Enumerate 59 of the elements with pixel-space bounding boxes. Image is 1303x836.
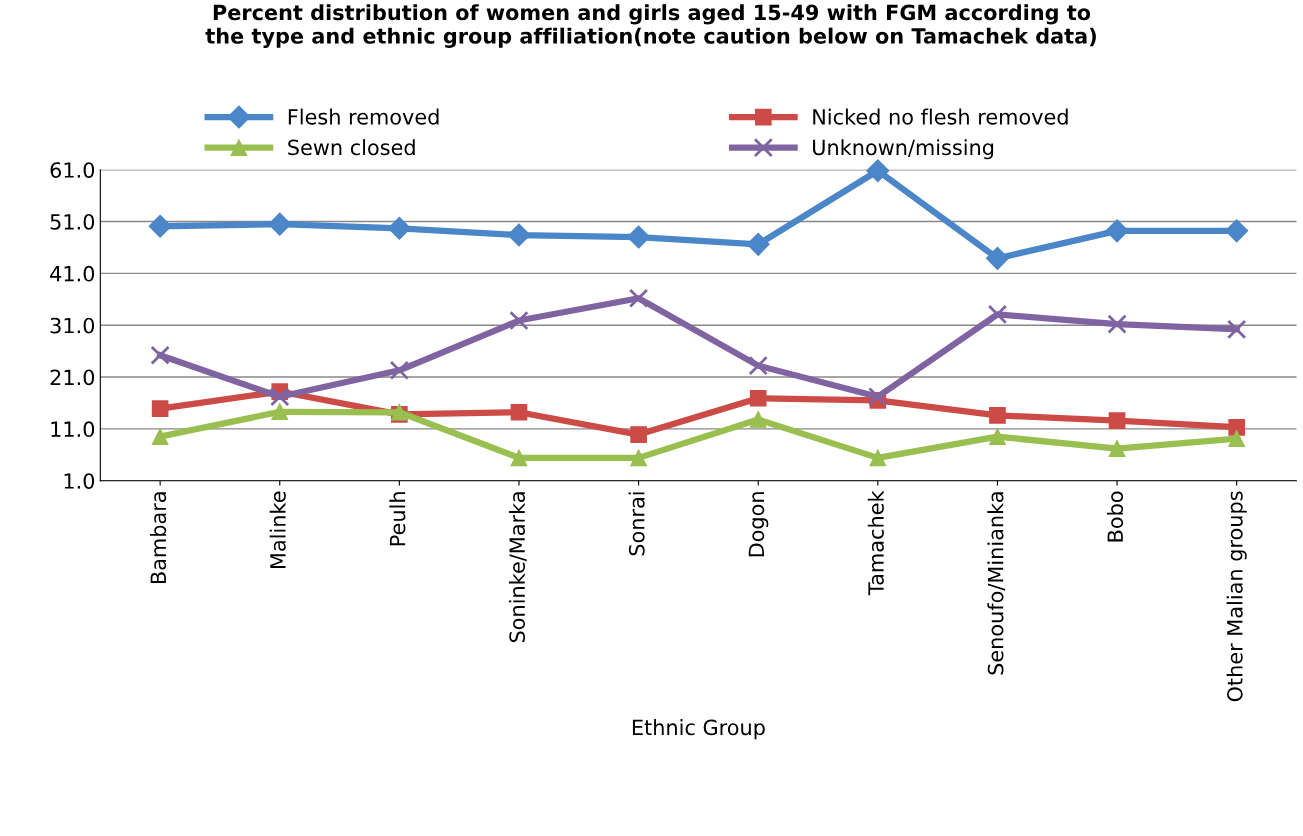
point (868, 387, 888, 407)
x-tick-label: Other Malian groups (1226, 491, 1247, 702)
point (1225, 219, 1249, 243)
x-tick-label: Soninke/Marka (508, 492, 527, 643)
legend-label: Unknown/missing (813, 139, 994, 160)
point (510, 449, 528, 467)
x-tick-label: Bobo (1106, 491, 1124, 542)
x-tick-label: Sonrai (628, 492, 645, 556)
x-tick-label: Dogon (748, 492, 769, 557)
y-tick-label: 21.0 (50, 369, 95, 386)
point (627, 225, 651, 249)
x-tick-label: Tamachek (867, 490, 884, 596)
point (270, 387, 290, 407)
chart-title: Percent distribution of women and girls aged 15-49 with FGM according to the type and ethnic group affiliation(note caution below on Tamachek data) (205, 4, 1096, 48)
point (1108, 440, 1126, 457)
point (987, 304, 1008, 325)
point (387, 216, 411, 240)
point (510, 403, 528, 421)
point (509, 310, 529, 331)
point (151, 428, 169, 445)
point (628, 288, 649, 308)
point (150, 345, 170, 365)
point (630, 426, 647, 443)
y-tick-label: 31.0 (50, 317, 95, 334)
y-tick-label: 11.0 (51, 421, 95, 438)
x-tick-label: Senoufo/Minianka (987, 492, 1006, 675)
point (1228, 430, 1246, 448)
x-tick-label: Bambara (150, 492, 167, 584)
point (151, 400, 169, 417)
point (507, 223, 531, 247)
y-tick-label: 41.0 (50, 265, 95, 282)
point (271, 403, 289, 421)
point (985, 246, 1009, 270)
x-tick-label: Peulh (389, 492, 406, 546)
point (748, 355, 768, 376)
y-tick-label: 61.0 (50, 162, 95, 178)
point (268, 212, 292, 236)
y-tick-label: 51.0 (50, 213, 95, 230)
point (746, 232, 770, 256)
legend-label: Nicked no flesh removed (813, 108, 1068, 125)
point (749, 411, 767, 428)
point (869, 449, 887, 467)
point (1228, 418, 1246, 436)
point (1107, 314, 1127, 334)
point (1108, 412, 1126, 429)
point (630, 449, 647, 467)
point (389, 360, 410, 381)
x-tick-label: Malinke (269, 491, 286, 569)
point (1226, 319, 1247, 340)
x-axis-title: Ethnic Group (632, 719, 765, 740)
point (1105, 219, 1129, 243)
point (989, 428, 1006, 445)
legend-label: Flesh removed (288, 108, 439, 125)
point (749, 389, 767, 407)
y-tick-label: 1.0 (64, 473, 95, 489)
legend-label: Sewn closed (288, 139, 415, 156)
point (989, 407, 1006, 424)
point (866, 159, 890, 183)
point (148, 214, 172, 238)
